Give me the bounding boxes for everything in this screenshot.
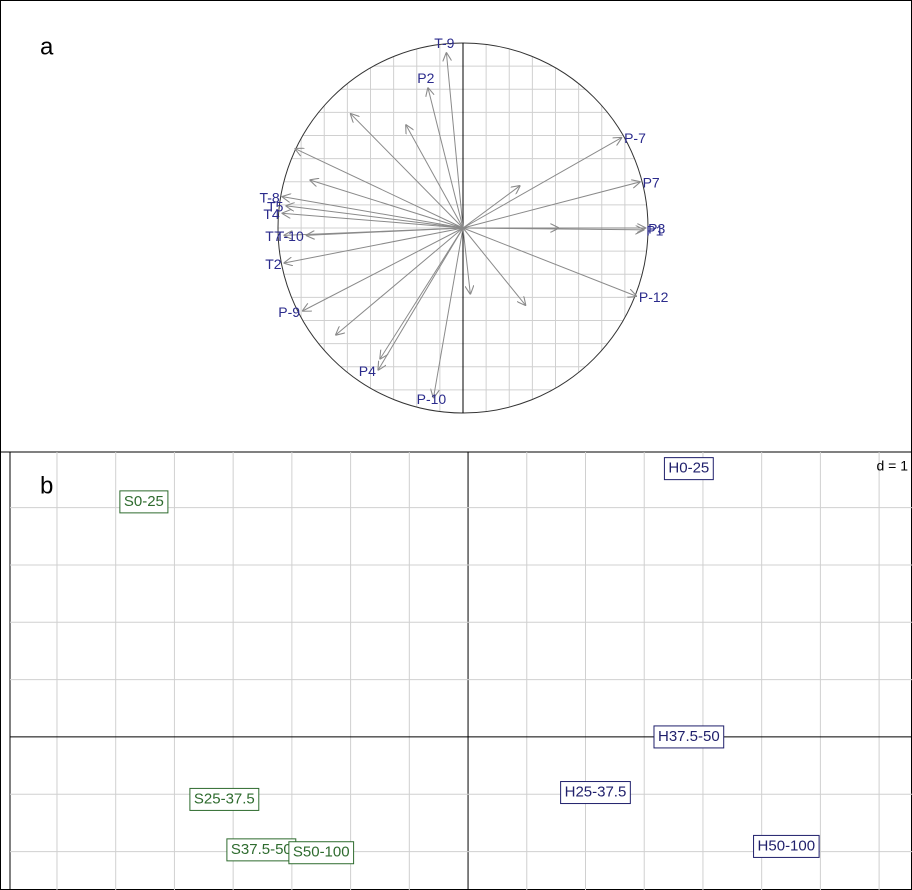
point: H50-100	[753, 834, 820, 858]
arrow	[462, 182, 641, 229]
arrow	[380, 227, 464, 359]
plot-area: S0-25 S25-37.5 S37.5-50 S50-100 H0-25 H37.5-5…	[10, 452, 912, 890]
arrow	[350, 113, 464, 229]
point: H0-25	[663, 457, 714, 481]
arrow-label: P-9	[278, 304, 300, 320]
arrow-label: P2	[417, 70, 434, 86]
arrow-label: P-12	[639, 289, 669, 305]
point-label: H0-25	[668, 460, 709, 477]
arrow	[378, 227, 464, 370]
panel-label: a	[40, 33, 54, 60]
arrow	[285, 206, 464, 229]
arrow	[302, 227, 464, 311]
arrow-label: P3	[648, 221, 665, 237]
point-box	[560, 781, 631, 805]
arrow	[335, 227, 464, 335]
arrow-label: P1	[646, 223, 663, 239]
arrow-label: T7	[265, 228, 282, 244]
point-box	[288, 841, 355, 865]
point-label: H25-37.5	[565, 784, 627, 801]
arrow-label: P-10	[417, 391, 447, 407]
arrow	[462, 137, 622, 229]
arrow	[406, 124, 464, 229]
arrow	[309, 180, 464, 229]
arrow	[462, 227, 470, 295]
arrow	[446, 52, 464, 229]
arrow	[282, 213, 464, 229]
point-label: H37.5-50	[658, 728, 720, 745]
point: S25-37.5	[189, 787, 260, 811]
arrow-label: P-7	[624, 130, 646, 146]
arrow-label: P4	[359, 363, 376, 379]
point-label: S50-100	[293, 844, 350, 861]
point-label: S25-37.5	[194, 790, 255, 807]
arrow-label: T-8	[259, 189, 279, 205]
point-box	[189, 787, 260, 811]
point-label: S37.5-50	[231, 841, 292, 858]
point-box	[663, 457, 714, 481]
arrow-label: T-9	[434, 35, 454, 51]
point: H25-37.5	[560, 781, 631, 805]
panel-label: b	[40, 472, 53, 499]
arrow-label: T-10	[276, 228, 304, 244]
scale-note: d = 1	[876, 458, 908, 474]
arrow-label: T2	[265, 256, 282, 272]
point-label: S0-25	[124, 493, 164, 510]
arrow-label: T5	[267, 199, 284, 215]
arrow-label: P7	[643, 174, 660, 190]
arrow	[284, 227, 464, 263]
point-box	[653, 725, 725, 749]
point: H37.5-50	[653, 725, 725, 749]
arrow	[462, 227, 637, 296]
arrow-label: T4	[263, 206, 280, 222]
point-box	[753, 834, 820, 858]
point: S50-100	[288, 841, 355, 865]
point: S37.5-50	[226, 838, 297, 862]
arrow	[462, 227, 526, 306]
arrow	[306, 227, 464, 235]
arrow	[282, 197, 464, 229]
point: S0-25	[119, 490, 169, 514]
arrow	[462, 185, 520, 229]
arrow	[428, 87, 464, 229]
arrow	[433, 227, 464, 398]
point-box	[119, 490, 169, 514]
point-label: H50-100	[758, 837, 816, 854]
arrow	[295, 148, 464, 229]
